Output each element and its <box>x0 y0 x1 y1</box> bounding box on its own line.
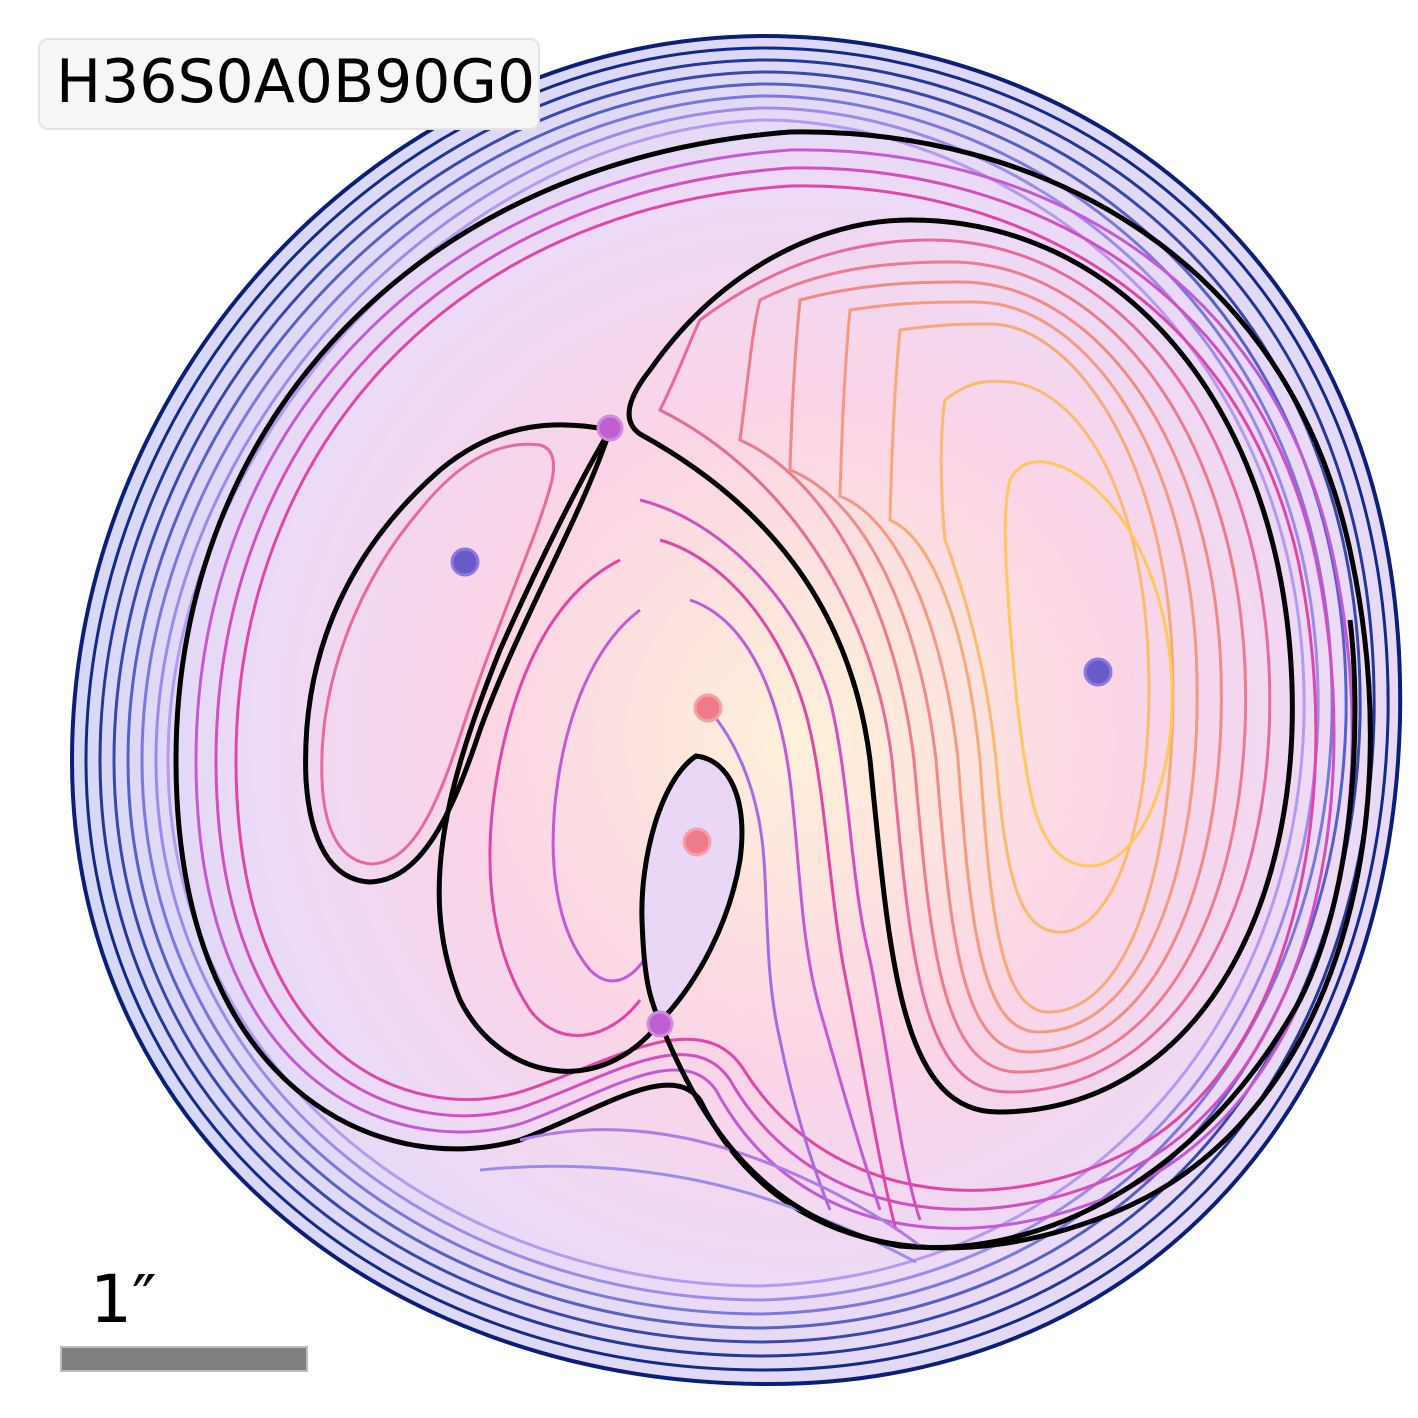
outer-contour-ring <box>154 106 1320 1302</box>
central-contour <box>551 608 646 983</box>
image-marker <box>1083 657 1113 687</box>
outer-contour-ring <box>84 46 1390 1372</box>
saddle-marker <box>646 1010 674 1038</box>
core-contours <box>657 238 1272 1094</box>
inner-critical-curve <box>626 217 1295 1115</box>
source-marker <box>682 827 712 857</box>
core-contour <box>738 260 1248 1074</box>
model-label: H36S0A0B90G0 <box>56 47 536 117</box>
markers <box>450 414 1113 1038</box>
outer-disk <box>69 33 1403 1387</box>
left-inner-contour <box>320 442 555 866</box>
outer-contour-ring <box>166 118 1306 1288</box>
image-marker <box>450 547 480 577</box>
outer-contour-ring <box>98 58 1376 1358</box>
scale-bar-label: 1″ <box>90 1261 157 1338</box>
core-contour <box>788 280 1223 1054</box>
model-label-box <box>38 38 540 130</box>
central-contour <box>519 1128 921 1248</box>
mid-contour <box>194 148 1354 1230</box>
scale-bar <box>60 1346 308 1372</box>
outer-contours <box>69 33 1403 1387</box>
core-contour <box>657 238 1272 1094</box>
central-contour <box>689 598 882 1211</box>
saddle-marker <box>596 414 624 442</box>
central-contours <box>436 428 922 1264</box>
left-critical-curve <box>303 422 614 885</box>
core-contour <box>838 300 1199 1034</box>
mid-contours <box>194 148 1354 1230</box>
central-contour <box>659 538 898 1231</box>
outer-contour-ring <box>140 94 1334 1316</box>
core-contour <box>939 379 1151 934</box>
central-contour <box>479 1164 917 1264</box>
peak-contour <box>1003 460 1174 868</box>
mid-contour <box>234 184 1318 1192</box>
lower-critical-curve <box>657 619 1358 1251</box>
central-contour <box>698 698 832 1211</box>
source-marker <box>693 693 723 723</box>
mid-contour <box>214 166 1336 1211</box>
central-contour <box>488 558 642 1037</box>
outer-contour-ring <box>126 82 1348 1330</box>
core-contour <box>888 322 1175 1014</box>
central-contour <box>436 428 662 1074</box>
central-contour <box>639 498 922 1221</box>
